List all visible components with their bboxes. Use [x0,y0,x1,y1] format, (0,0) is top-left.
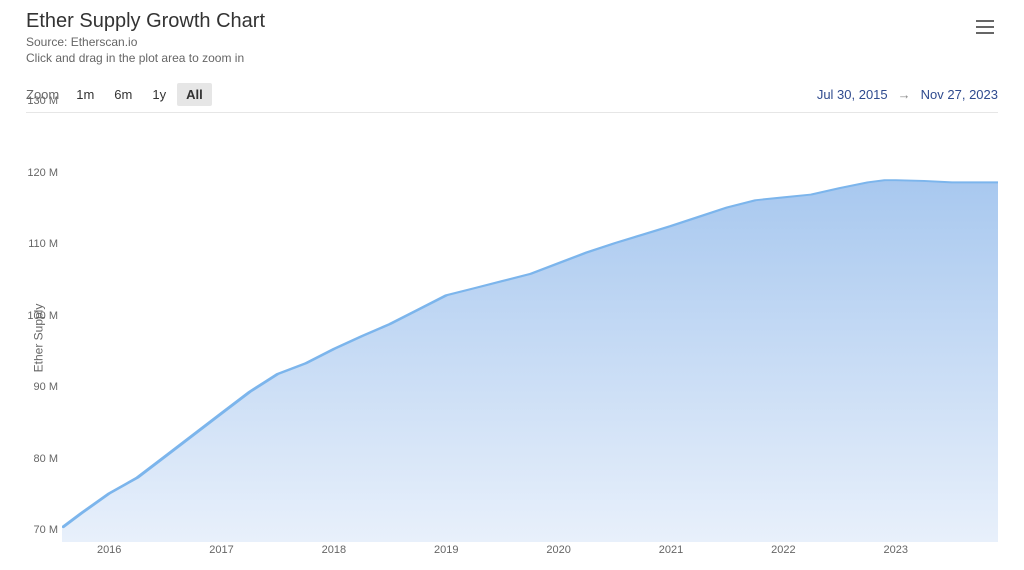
controls-row: Zoom 1m6m1yAll Jul 30, 2015 → Nov 27, 20… [26,83,998,106]
y-tick-label: 110 M [28,238,58,250]
y-tick-label: 70 M [34,524,58,536]
range-arrow-icon: → [898,87,911,102]
x-tick-label: 2017 [209,544,233,556]
range-start-date[interactable]: Jul 30, 2015 [817,87,888,102]
y-tick-label: 80 M [34,453,58,465]
x-tick-label: 2023 [883,544,907,556]
chart-container: Ether Supply Growth Chart Source: Ethers… [0,0,1024,570]
zoom-button-6m[interactable]: 6m [105,83,141,106]
zoom-button-1m[interactable]: 1m [67,83,103,106]
chart-title: Ether Supply Growth Chart [26,10,265,33]
x-tick-label: 2016 [97,544,121,556]
chart-menu-icon[interactable] [972,16,998,38]
date-range-group: Jul 30, 2015 → Nov 27, 2023 [817,87,998,102]
y-tick-label: 90 M [34,381,58,393]
plot-area[interactable] [62,113,998,542]
header-text-block: Ether Supply Growth Chart Source: Ethers… [26,10,265,65]
zoom-button-all[interactable]: All [177,83,212,106]
chart-source: Source: Etherscan.io [26,35,265,49]
x-tick-label: 2021 [659,544,683,556]
chart-hint: Click and drag in the plot area to zoom … [26,51,265,65]
range-end-date[interactable]: Nov 27, 2023 [921,87,998,102]
y-axis-ticks: 70 M80 M90 M100 M110 M120 M130 M [26,113,62,542]
x-tick-label: 2019 [434,544,458,556]
x-tick-label: 2022 [771,544,795,556]
header-row: Ether Supply Growth Chart Source: Ethers… [26,10,998,65]
x-tick-label: 2018 [322,544,346,556]
x-axis-ticks: 2016 2017 2018 2019 2020 2021 2022 2023 [62,542,998,562]
area-chart-svg [62,113,998,542]
y-tick-label: 100 M [27,310,58,322]
zoom-buttons: 1m6m1yAll [67,83,211,106]
y-tick-label: 130 M [27,95,58,107]
chart-area: Ether Supply 70 M80 M90 M100 M110 M120 M… [26,112,998,562]
y-tick-label: 120 M [27,167,58,179]
x-tick-label: 2020 [546,544,570,556]
zoom-button-1y[interactable]: 1y [143,83,175,106]
